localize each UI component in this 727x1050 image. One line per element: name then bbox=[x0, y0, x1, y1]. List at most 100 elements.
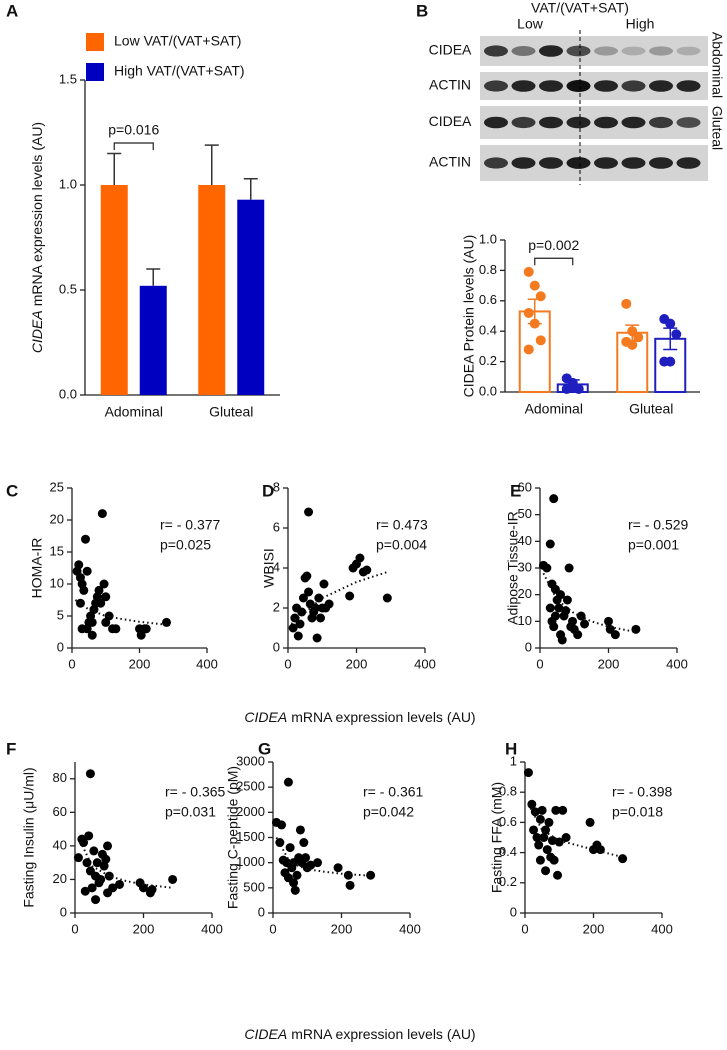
error-bar bbox=[107, 152, 122, 185]
data-point bbox=[79, 585, 89, 595]
data-point bbox=[621, 298, 632, 309]
y-axis-title: CIDEA mRNA expression levels (AU) bbox=[29, 122, 45, 353]
y-tick-label: 30 bbox=[518, 559, 532, 574]
data-point bbox=[541, 866, 551, 876]
data-point bbox=[541, 825, 551, 835]
annotation: r= - 0.365 bbox=[165, 784, 226, 800]
blot-band bbox=[621, 46, 646, 56]
data-point bbox=[293, 631, 303, 641]
blot-group: High bbox=[626, 16, 655, 32]
blot-band bbox=[649, 80, 673, 92]
x-tick-label: Gluteal bbox=[629, 401, 673, 417]
data-point bbox=[111, 624, 121, 634]
data-point bbox=[85, 769, 95, 779]
x-tick-label: 200 bbox=[346, 656, 368, 671]
data-point bbox=[561, 833, 571, 842]
data-point bbox=[550, 611, 560, 621]
data-point bbox=[547, 836, 557, 846]
panel-label: H bbox=[505, 739, 517, 758]
data-point bbox=[665, 356, 676, 367]
y-axis-title-part: CIDEA bbox=[29, 310, 45, 353]
x-tick-label: Gluteal bbox=[209, 404, 253, 420]
y-axis-title: Fasting C-peptide (pM) bbox=[225, 766, 241, 909]
blot-band bbox=[539, 116, 563, 129]
data-point bbox=[535, 291, 546, 302]
panel-label: B bbox=[416, 1, 428, 20]
data-point bbox=[631, 624, 641, 634]
data-point bbox=[534, 840, 544, 850]
blot-band bbox=[594, 157, 618, 169]
data-point bbox=[104, 871, 114, 881]
data-point bbox=[530, 807, 540, 817]
y-tick-label: 0 bbox=[60, 904, 67, 919]
data-point bbox=[304, 587, 314, 597]
x-tick-label: 400 bbox=[196, 656, 218, 671]
y-tick-label: 3000 bbox=[236, 753, 265, 768]
trend-line bbox=[290, 571, 388, 625]
data-point bbox=[535, 335, 546, 346]
y-tick-label: 0.0 bbox=[479, 383, 497, 398]
annotation: r= 0.473 bbox=[376, 517, 428, 533]
y-tick-label: 0.6 bbox=[499, 814, 517, 829]
data-point bbox=[103, 841, 113, 851]
data-point bbox=[627, 326, 638, 337]
y-tick-label: 20 bbox=[53, 871, 67, 886]
annotation: r= - 0.398 bbox=[612, 784, 673, 800]
blot-band bbox=[511, 116, 536, 129]
data-point bbox=[551, 805, 561, 815]
panel-label: F bbox=[6, 739, 16, 758]
data-point bbox=[355, 553, 365, 563]
data-point bbox=[84, 831, 94, 841]
y-axis-title: HOMA-IR bbox=[29, 538, 45, 599]
x-axis-title: CIDEA mRNA expression levels (AU) bbox=[244, 709, 475, 725]
data-point bbox=[89, 846, 99, 856]
data-point bbox=[343, 870, 353, 880]
x-tick-label: 0 bbox=[536, 656, 543, 671]
data-point bbox=[87, 630, 97, 640]
blot-band bbox=[594, 46, 618, 56]
data-point bbox=[295, 825, 305, 835]
blot-band bbox=[511, 80, 536, 92]
data-point bbox=[82, 858, 92, 868]
y-tick-label: 0 bbox=[510, 904, 517, 919]
x-tick-label: 200 bbox=[598, 656, 620, 671]
data-point bbox=[80, 886, 90, 896]
data-point bbox=[101, 854, 111, 864]
blot-band bbox=[649, 46, 673, 56]
trend-line bbox=[77, 837, 173, 889]
data-point bbox=[665, 318, 676, 329]
blot-band bbox=[539, 45, 563, 57]
annotation: p=0.042 bbox=[363, 804, 414, 820]
y-tick-label: 80 bbox=[53, 770, 67, 785]
data-point bbox=[553, 870, 563, 880]
annotation: p=0.001 bbox=[628, 537, 679, 553]
blot-band bbox=[566, 80, 591, 92]
annotation: p=0.031 bbox=[165, 804, 216, 820]
data-point bbox=[104, 611, 114, 621]
blot-row-label: CIDEA bbox=[429, 113, 472, 129]
annotation: p=0.002 bbox=[528, 237, 579, 253]
data-point bbox=[97, 509, 107, 519]
data-point bbox=[324, 599, 334, 609]
legend-swatch bbox=[86, 33, 104, 51]
annotation: p=0.016 bbox=[108, 122, 159, 138]
blot-band bbox=[539, 80, 563, 92]
x-axis-title-part: CIDEA bbox=[244, 709, 287, 725]
y-tick-label: 5 bbox=[57, 607, 64, 622]
data-point bbox=[87, 883, 97, 893]
y-axis-title: WBISI bbox=[261, 548, 277, 588]
y-axis-title: Fasting FFA (mM) bbox=[489, 782, 505, 893]
data-point bbox=[285, 843, 295, 853]
y-tick-label: 0.2 bbox=[479, 353, 497, 368]
blot-side-label: Abdominal bbox=[709, 32, 725, 98]
data-point bbox=[633, 332, 644, 343]
data-point bbox=[542, 563, 552, 573]
y-tick-label: 0.8 bbox=[499, 784, 517, 799]
blot-row-label: ACTIN bbox=[429, 77, 471, 93]
data-point bbox=[523, 266, 534, 277]
x-axis-title: CIDEA mRNA expression levels (AU) bbox=[244, 1026, 475, 1042]
y-tick-label: 0.4 bbox=[479, 323, 497, 338]
y-tick-label: 8 bbox=[273, 479, 280, 494]
data-point bbox=[585, 817, 595, 827]
